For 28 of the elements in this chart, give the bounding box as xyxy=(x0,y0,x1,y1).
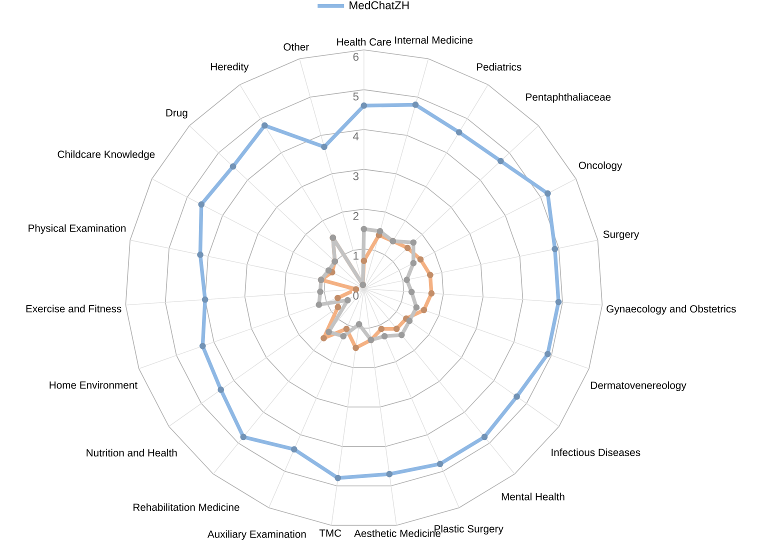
spoke-label: Pentaphthaliaceae xyxy=(526,93,611,103)
spoke-label: Drug xyxy=(166,109,188,119)
spoke-label: Exercise and Fitness xyxy=(26,304,122,313)
spoke-label: Physical Examination xyxy=(28,224,126,234)
spoke-label: Mental Health xyxy=(502,492,564,500)
spoke-label: Home Environment xyxy=(50,381,138,389)
spoke-label: Gynaecology and Obstetrics xyxy=(606,305,736,315)
y-tick-label: 3 xyxy=(353,172,359,180)
legend-label: MedChatZH xyxy=(350,1,409,10)
spoke-label: Nutrition and Health xyxy=(86,449,177,457)
spoke-label: Health Care xyxy=(337,38,392,46)
y-tick-label: 5 xyxy=(353,92,359,101)
y-tick-label: 4 xyxy=(352,132,359,140)
spoke-label: Childcare Knowledge xyxy=(58,150,155,160)
y-tick-label: 2 xyxy=(353,212,358,220)
spoke-label: Rehabilitation Medicine xyxy=(134,503,240,512)
spoke-label: Heredity xyxy=(211,62,249,73)
y-tick-label: 6 xyxy=(353,52,359,61)
spoke-label: Infectious Diseases xyxy=(552,448,640,456)
spoke-label: Pediatrics xyxy=(477,63,522,71)
spoke-label: Dermatovenereology xyxy=(591,382,686,392)
spoke-label: Auxiliary Examination xyxy=(207,530,306,540)
spoke-label: Other xyxy=(284,43,309,51)
spoke-label: Surgery xyxy=(603,230,640,240)
spoke-label: Internal Medicine xyxy=(395,36,473,44)
spoke-label: Oncology xyxy=(578,162,622,172)
y-tick-label: 1 xyxy=(354,252,358,260)
spoke-label: TMC xyxy=(319,530,342,537)
